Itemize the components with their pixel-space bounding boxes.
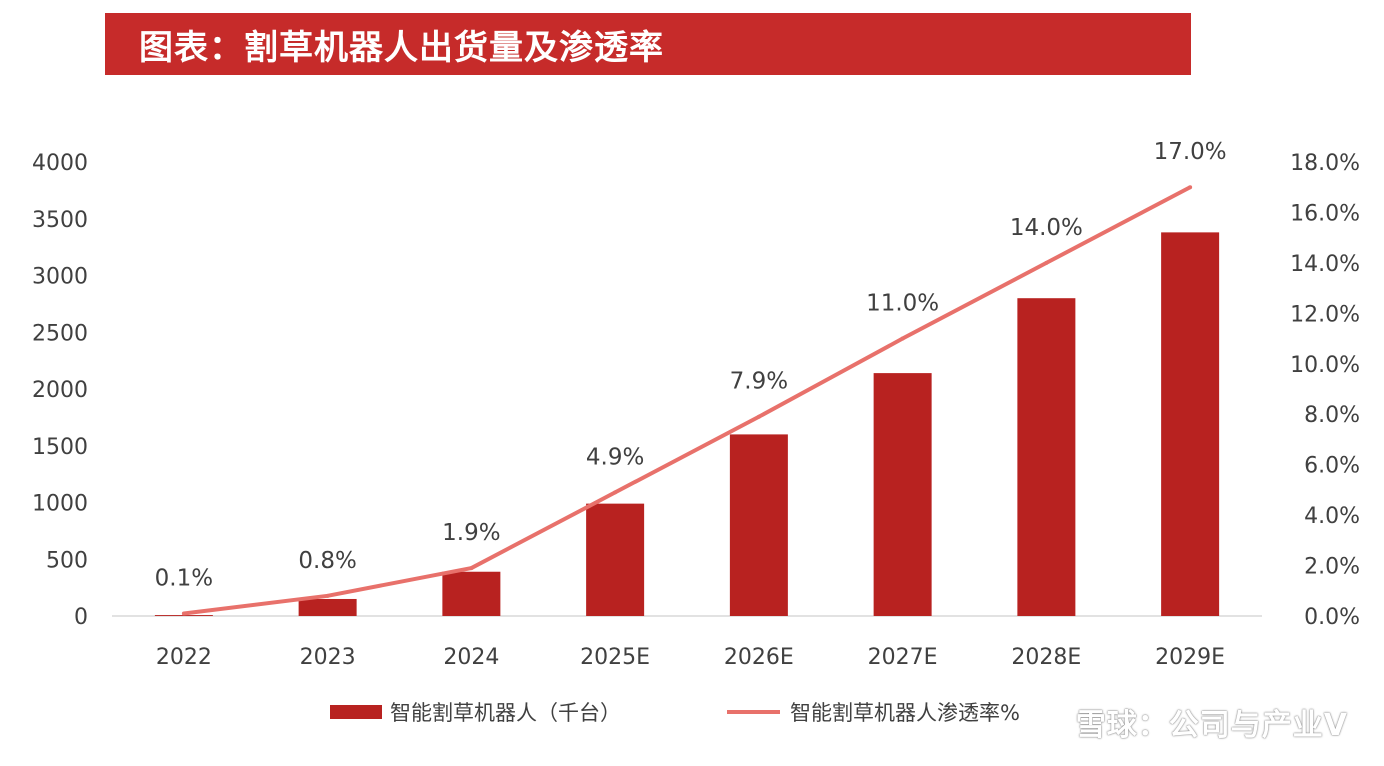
line-point [181,611,186,616]
line-point [756,414,761,419]
bar [442,571,501,616]
y-left-tick-label: 0 [74,605,88,630]
line-data-label: 11.0% [866,291,939,317]
y-left-tick-label: 1500 [32,435,88,460]
bar [1017,298,1076,616]
line-point [613,490,618,495]
y-right-tick-label: 0.0% [1304,605,1360,630]
y-left-tick-label: 1000 [32,492,88,517]
bar [298,598,357,616]
y-left-tick-label: 2000 [32,378,88,403]
line-data-label: 0.8% [298,548,356,574]
bar [729,434,788,616]
x-tick-label: 2026E [724,645,794,670]
y-right-tick-label: 2.0% [1304,555,1360,580]
y-left-tick-label: 4000 [32,151,88,176]
penetration-line [183,185,1192,616]
y-right-tick-label: 18.0% [1290,151,1360,176]
line-data-label: 17.0% [1154,139,1227,165]
line-point [325,593,330,598]
legend-bar-label: 智能割草机器人（千台） [390,701,621,725]
line-data-label: 1.9% [442,520,500,546]
x-tick-label: 2025E [580,645,650,670]
y-right-tick-label: 6.0% [1304,454,1360,479]
watermark: 雪球：公司与产业V [1075,708,1348,743]
y-left-tick-label: 2500 [32,321,88,346]
y-left-tick-label: 3500 [32,208,88,233]
y-right-tick-label: 14.0% [1290,252,1360,277]
x-tick-label: 2029E [1155,645,1225,670]
line-point [900,336,905,341]
line-data-label: 7.9% [730,369,788,395]
x-tick-label: 2027E [868,645,938,670]
y-right-tick-label: 16.0% [1290,201,1360,226]
legend-line-label: 智能割草机器人渗透率% [790,701,1020,725]
x-tick-label: 2028E [1011,645,1081,670]
y-right-tick-label: 10.0% [1290,353,1360,378]
line-point [469,566,474,571]
line-point [1188,185,1193,190]
bar [1161,232,1220,616]
x-tick-label: 2022 [156,645,212,670]
line-data-label: 4.9% [586,444,644,470]
chart-title: 图表：割草机器人出货量及渗透率 [139,27,664,68]
legend-bar-swatch [330,705,382,719]
bar [873,373,932,616]
x-tick-label: 2023 [300,645,356,670]
line-data-label: 0.1% [155,565,213,591]
y-left-tick-label: 500 [46,548,88,573]
y-right-tick-label: 8.0% [1304,403,1360,428]
line-data-label: 14.0% [1010,215,1083,241]
y-right-tick-label: 4.0% [1304,504,1360,529]
y-right-tick-label: 12.0% [1290,302,1360,327]
bar [154,615,213,616]
bar [586,503,645,616]
y-left-tick-label: 3000 [32,265,88,290]
line-point [1044,260,1049,265]
x-tick-label: 2024 [443,645,499,670]
title-banner: 图表：割草机器人出货量及渗透率 [105,13,1191,75]
